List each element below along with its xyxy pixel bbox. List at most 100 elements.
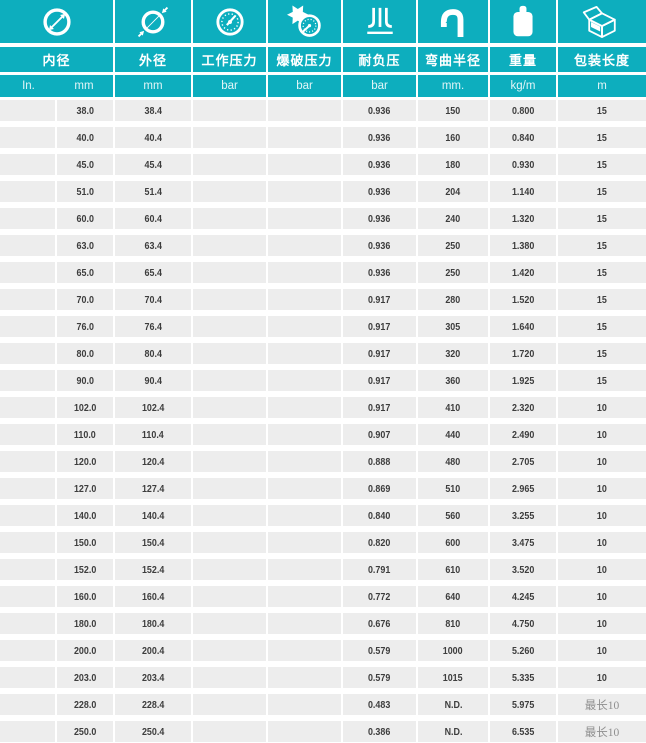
table-cell: 2.320 (490, 397, 556, 418)
table-cell: 0.936 (343, 100, 416, 121)
table-cell: 最长10 (558, 721, 646, 742)
cell-value: 90.0 (76, 374, 94, 387)
table-cell (268, 289, 341, 310)
column-name-label: 弯曲半径 (424, 53, 481, 68)
cell-value: 70.4 (144, 293, 162, 306)
cell-value: 560 (445, 509, 461, 522)
cell-value: 410 (445, 401, 461, 414)
table-cell: 15 (558, 370, 646, 391)
table-cell: 90.4 (115, 370, 191, 391)
table-cell: 3.255 (490, 505, 556, 526)
table-cell: 0.840 (490, 127, 556, 148)
table-cell: 150.4 (115, 532, 191, 553)
icon-cell-inner-diameter (0, 0, 113, 43)
unit-outer-diameter: mm (115, 75, 191, 97)
table-cell: 5.260 (490, 640, 556, 661)
table-cell: 最长10 (558, 694, 646, 715)
cell-value: 15 (597, 239, 607, 252)
table-cell: 240 (418, 208, 488, 229)
table-cell: 65.0 (57, 262, 113, 283)
table-cell: 45.0 (57, 154, 113, 175)
table-cell (268, 343, 341, 364)
table-cell (268, 262, 341, 283)
unit-burst-pressure: bar (268, 75, 341, 97)
unit-label: mm (143, 80, 163, 92)
cell-value: 80.4 (144, 347, 162, 360)
table-cell (0, 343, 55, 364)
unit-label: bar (296, 80, 313, 92)
cell-value: 5.975 (511, 698, 535, 711)
cell-value: 10 (597, 536, 607, 549)
table-cell: 0.936 (343, 208, 416, 229)
table-cell: 250 (418, 262, 488, 283)
table-cell: 38.0 (57, 100, 113, 121)
cell-value: 15 (597, 320, 607, 333)
table-cell: 250 (418, 235, 488, 256)
table-cell: 0.936 (343, 154, 416, 175)
table-cell: 15 (558, 235, 646, 256)
cell-value: 1015 (443, 671, 463, 684)
cell-value: 0.917 (368, 320, 391, 333)
cell-value: 15 (597, 158, 607, 171)
header-weight: 重量 (490, 47, 556, 72)
table-cell: 127.0 (57, 478, 113, 499)
unit-inner-diameter: In. mm (0, 75, 113, 97)
unit-label: bar (371, 80, 388, 92)
table-cell (0, 667, 55, 688)
cell-value: N.D. (444, 698, 462, 711)
table-cell (0, 262, 55, 283)
table-cell (193, 640, 266, 661)
table-cell (268, 370, 341, 391)
cell-value: 600 (445, 536, 461, 549)
cell-value: 2.490 (511, 428, 535, 441)
cell-value: 15 (597, 374, 607, 387)
table-cell: 160 (418, 127, 488, 148)
table-cell: 280 (418, 289, 488, 310)
cell-value: 204 (445, 185, 461, 198)
cell-value: 10 (597, 401, 607, 414)
table-cell: 0.936 (343, 127, 416, 148)
cell-value: 1.380 (511, 239, 535, 252)
table-cell: 80.4 (115, 343, 191, 364)
cell-value: 180.4 (141, 617, 165, 630)
table-cell: 63.4 (115, 235, 191, 256)
table-cell: 2.705 (490, 451, 556, 472)
table-cell: 63.0 (57, 235, 113, 256)
cell-value: 10 (597, 563, 607, 576)
unit-bend-radius: mm. (418, 75, 488, 97)
table-cell: 0.907 (343, 424, 416, 445)
table-cell: 110.4 (115, 424, 191, 445)
table-cell (193, 505, 266, 526)
table-cell (268, 208, 341, 229)
column-name-label: 爆破压力 (276, 53, 333, 68)
table-cell: 0.676 (343, 613, 416, 634)
table-cell (193, 208, 266, 229)
table-cell: 0.917 (343, 316, 416, 337)
cell-value: 0.791 (368, 563, 391, 576)
table-cell: 10 (558, 424, 646, 445)
burst-pressure-gauge-icon (286, 4, 321, 37)
cell-value: 102.4 (141, 401, 165, 414)
table-cell (0, 559, 55, 580)
cell-value: 200.4 (141, 644, 165, 657)
table-cell: 51.4 (115, 181, 191, 202)
table-cell: 640 (418, 586, 488, 607)
table-cell (268, 586, 341, 607)
table-cell: 320 (418, 343, 488, 364)
table-cell: 102.0 (57, 397, 113, 418)
cell-value: 0.840 (368, 509, 391, 522)
table-cell: 180.4 (115, 613, 191, 634)
header-working-pressure: 工作压力 (193, 47, 266, 72)
table-cell: 70.0 (57, 289, 113, 310)
cell-value: 51.0 (76, 185, 94, 198)
cell-value: 4.750 (511, 617, 535, 630)
header-inner-diameter: 内径 (0, 47, 113, 72)
table-cell (193, 586, 266, 607)
table-cell (268, 613, 341, 634)
table-cell: N.D. (418, 694, 488, 715)
cell-value: 45.0 (76, 158, 94, 171)
header-outer-diameter: 外径 (115, 47, 191, 72)
icon-cell-vacuum (343, 0, 416, 43)
table-cell (268, 505, 341, 526)
table-cell: 80.0 (57, 343, 113, 364)
